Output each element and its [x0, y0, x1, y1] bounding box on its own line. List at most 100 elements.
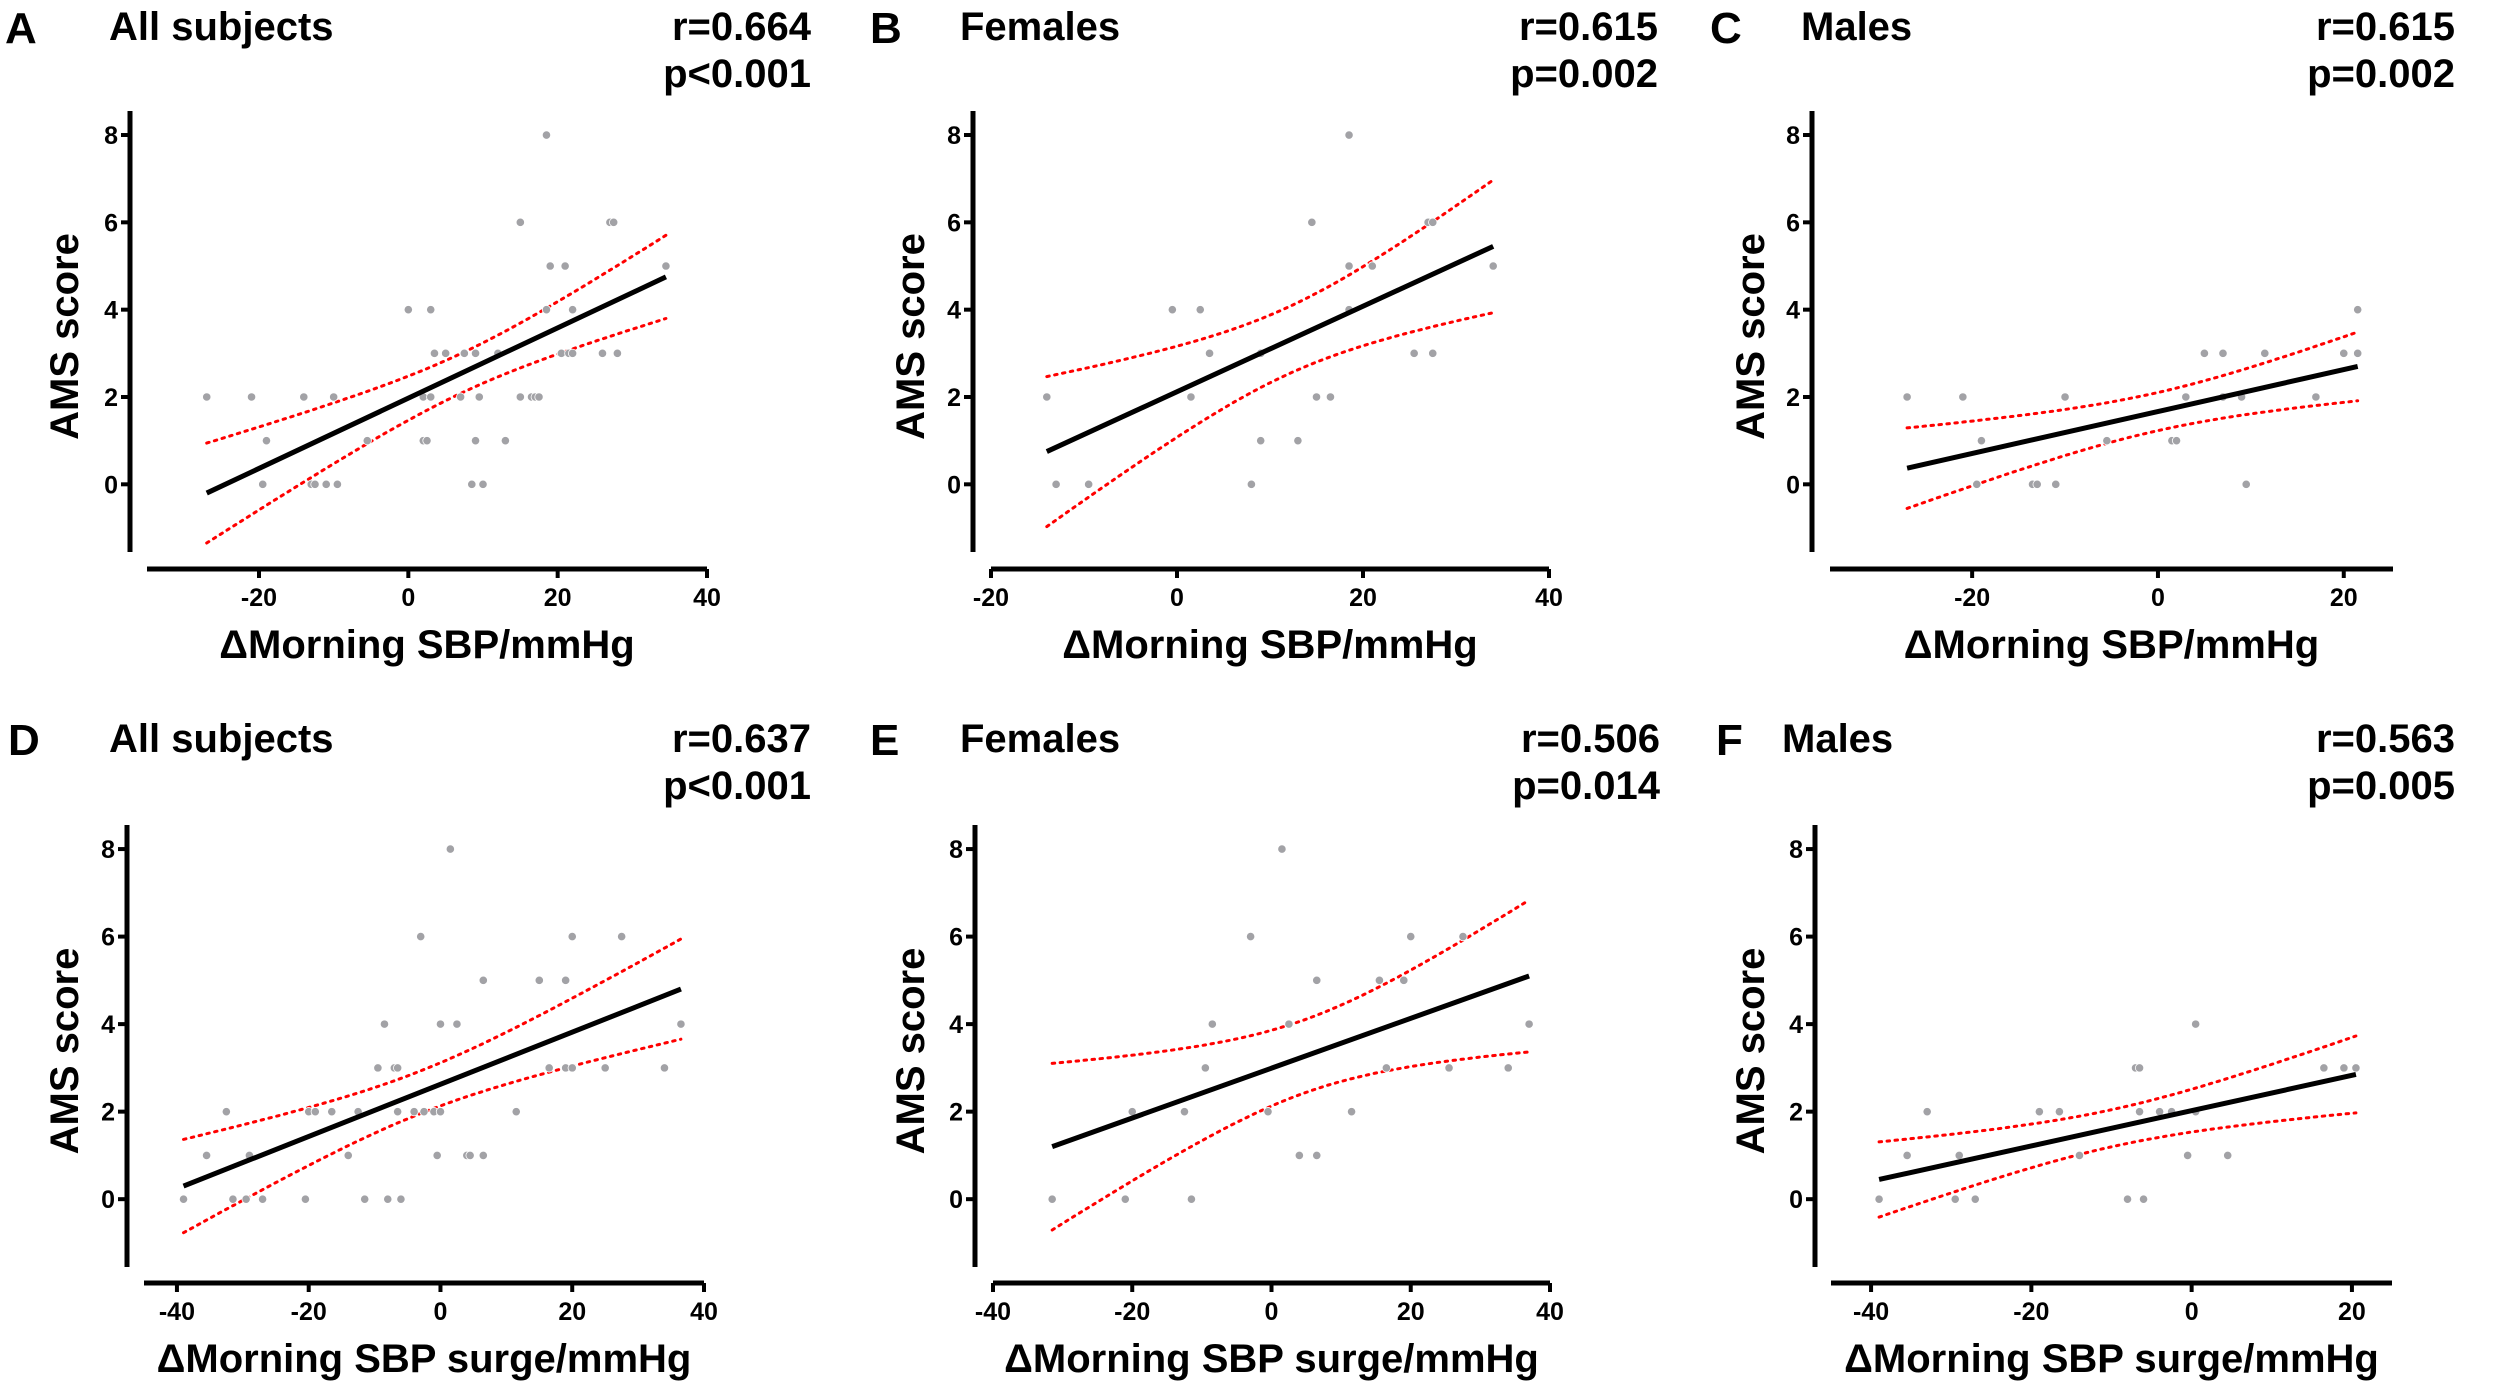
x-axis-label: ΔMorning SBP/mmHg — [1062, 623, 1477, 667]
y-tick-label: 8 — [1786, 122, 1800, 150]
data-point — [393, 1107, 403, 1117]
data-point — [1207, 1019, 1217, 1029]
data-point — [455, 392, 466, 402]
x-tick-label: 0 — [434, 1298, 448, 1326]
r-value: r=0.506 — [1521, 717, 1660, 761]
data-point — [1256, 436, 1266, 446]
data-point — [1970, 1194, 1980, 1204]
data-point — [1344, 130, 1354, 140]
data-point — [2032, 479, 2042, 489]
data-point — [426, 305, 436, 315]
data-point — [2134, 1107, 2145, 1117]
data-point — [1950, 1194, 1960, 1204]
data-point — [478, 479, 488, 489]
x-tick-label: 40 — [1536, 1298, 1564, 1326]
y-tick-label: 2 — [1786, 384, 1800, 412]
data-point — [1503, 1063, 1513, 1073]
data-point — [534, 975, 544, 985]
panel-letter: F — [1716, 716, 1743, 765]
x-tick-label: -20 — [973, 584, 1009, 612]
data-point — [2199, 348, 2210, 358]
data-point — [1312, 975, 1322, 985]
data-point — [426, 392, 436, 402]
data-point — [396, 1194, 406, 1204]
panel-letter: B — [870, 4, 902, 53]
data-point — [1399, 975, 1409, 985]
x-tick-label: 0 — [2185, 1298, 2199, 1326]
ci-upper-band — [182, 937, 683, 1141]
data-point — [362, 436, 372, 446]
data-point — [2353, 348, 2363, 358]
data-point — [445, 844, 455, 854]
data-point — [2260, 348, 2270, 358]
data-point — [2134, 1063, 2145, 1073]
data-point — [2060, 392, 2070, 402]
y-tick-label: 0 — [947, 471, 961, 499]
data-point — [327, 1107, 337, 1117]
data-point — [422, 436, 432, 446]
data-point — [409, 1107, 419, 1117]
x-tick-label: -40 — [975, 1298, 1011, 1326]
regression-line — [1045, 244, 1495, 454]
panel-title: Females — [960, 717, 1120, 761]
data-point — [1428, 217, 1438, 227]
x-tick-label: -40 — [159, 1298, 195, 1326]
y-tick-label: 2 — [1789, 1099, 1803, 1127]
data-point — [1958, 392, 1968, 402]
data-point — [310, 479, 320, 489]
y-axis-label: AMS score — [889, 233, 933, 440]
x-axis-label: ΔMorning SBP/mmHg — [1904, 623, 2319, 667]
panel-title: Females — [960, 5, 1120, 49]
data-point — [1458, 931, 1468, 942]
panel-letter: C — [1710, 4, 1742, 53]
data-point — [2241, 479, 2251, 489]
x-tick-label: 40 — [1535, 584, 1563, 612]
data-point — [1179, 1107, 1190, 1117]
data-point — [659, 1063, 670, 1073]
panel-title: All subjects — [109, 5, 334, 49]
data-point — [1902, 1150, 1912, 1161]
y-tick-label: 2 — [949, 1099, 963, 1127]
y-tick-label: 4 — [949, 1011, 963, 1039]
data-point — [544, 1063, 554, 1073]
y-axis-label: AMS score — [43, 948, 87, 1155]
data-point — [2218, 348, 2228, 358]
y-tick-label: 6 — [1786, 209, 1800, 237]
y-tick-label: 6 — [947, 209, 961, 237]
r-value: r=0.615 — [2316, 5, 2455, 49]
data-point — [300, 1194, 311, 1204]
data-point — [228, 1194, 238, 1204]
p-value: p<0.001 — [663, 52, 811, 96]
x-tick-label: 20 — [544, 584, 572, 612]
data-point — [1084, 479, 1094, 489]
ci-upper-band — [205, 233, 668, 445]
data-point — [1293, 436, 1303, 446]
data-point — [1204, 348, 1215, 358]
p-value: p<0.001 — [663, 764, 811, 808]
y-tick-label: 8 — [1789, 836, 1803, 864]
y-tick-label: 6 — [101, 924, 115, 952]
data-point — [2311, 392, 2321, 402]
data-point — [676, 1019, 686, 1029]
data-point — [1922, 1107, 1932, 1117]
data-point — [403, 305, 413, 315]
y-axis-label: AMS score — [889, 948, 933, 1155]
data-point — [459, 348, 469, 358]
data-point — [511, 1107, 521, 1117]
regression-line — [205, 274, 667, 496]
data-point — [597, 348, 608, 358]
data-point — [2339, 348, 2349, 358]
x-tick-label: 20 — [2338, 1298, 2366, 1326]
data-point — [241, 1194, 251, 1204]
data-point — [379, 1019, 390, 1029]
ci-lower-band — [1050, 1050, 1531, 1232]
data-point — [2122, 1194, 2133, 1204]
data-point — [2351, 1063, 2361, 1073]
data-point — [1263, 1107, 1273, 1117]
data-point — [560, 261, 570, 271]
x-tick-label: 0 — [401, 584, 415, 612]
data-point — [1972, 479, 1982, 489]
data-point — [221, 1107, 231, 1117]
data-point — [1344, 261, 1354, 271]
